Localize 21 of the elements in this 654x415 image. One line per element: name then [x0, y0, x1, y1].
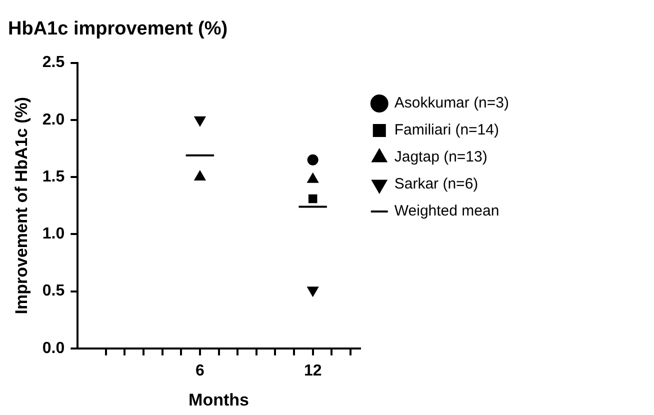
point [307, 172, 319, 183]
legend-label: Jagtap (n=13) [394, 148, 488, 166]
legend-label: Asokkumar (n=3) [394, 94, 510, 112]
y-tick-label: 1.0 [42, 226, 65, 243]
y-tick-label: 2.5 [42, 54, 65, 72]
y-tick-label: 0.0 [42, 340, 65, 357]
y-tick-label: 2.0 [42, 111, 65, 128]
y-tick-label: 0.5 [42, 282, 65, 300]
x-axis-title: Months [188, 390, 249, 410]
point [307, 286, 319, 297]
point [308, 194, 318, 204]
legend-label: Sarkar (n=6) [394, 176, 478, 193]
chart-title: HbA1c improvement (%) [8, 18, 228, 40]
y-tick-label: 1.5 [42, 168, 65, 186]
y-axis-title: Improvement of HbA1c (%) [12, 96, 31, 314]
point [194, 170, 206, 181]
legend-label: Weighted mean [394, 202, 500, 220]
point [307, 154, 318, 166]
legend-label: Familiari (n=14) [394, 122, 499, 139]
x-tick-label: 12 [304, 362, 322, 380]
x-tick-label: 6 [195, 362, 204, 380]
